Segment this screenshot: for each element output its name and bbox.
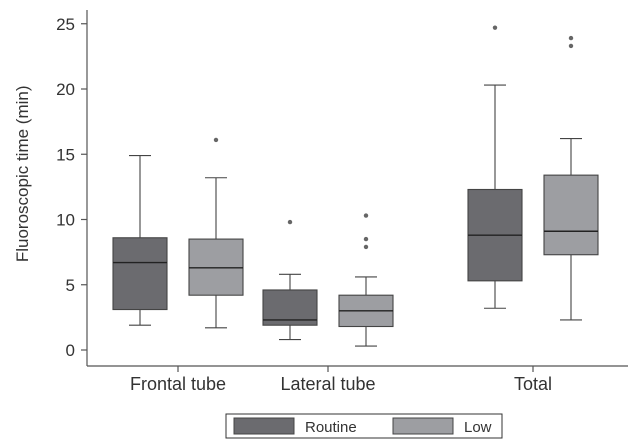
plot-area: [112, 25, 599, 347]
box-low-total: [543, 35, 599, 321]
y-tick-label: 5: [66, 276, 75, 295]
y-axis-ticks: 0 5 10 15 20 25: [56, 15, 87, 360]
outlier-point: [363, 236, 369, 242]
x-axis-labels: Frontal tube Lateral tube Total: [130, 366, 552, 394]
box-low-frontal-tube: [188, 137, 244, 329]
y-tick-label: 0: [66, 341, 75, 360]
outlier-point: [213, 137, 219, 143]
iqr-box: [112, 237, 168, 311]
box-routine-total: [467, 25, 523, 309]
legend-label-routine: Routine: [305, 419, 357, 436]
legend-label-low: Low: [464, 419, 492, 436]
outlier-point: [287, 219, 293, 225]
y-tick-label: 15: [56, 145, 75, 164]
iqr-box: [543, 174, 599, 256]
y-tick-label: 10: [56, 211, 75, 230]
outlier-point: [492, 25, 498, 30]
y-tick-label: 25: [56, 15, 75, 34]
legend-swatch-routine: [233, 417, 295, 435]
outlier-point: [568, 35, 574, 41]
x-tick-label: Lateral tube: [280, 374, 375, 394]
y-axis-title: Fluoroscopic time (min): [13, 85, 32, 262]
y-tick-label: 20: [56, 80, 75, 99]
outlier-point: [568, 43, 574, 49]
outlier-point: [363, 213, 369, 218]
box-low-lateral-tube: [338, 213, 394, 347]
x-tick-label: Frontal tube: [130, 374, 226, 394]
x-tick-label: Total: [514, 374, 552, 394]
outlier-point: [363, 244, 369, 250]
box-routine-lateral-tube: [262, 219, 318, 341]
legend-swatch-low: [392, 417, 454, 435]
legend: Routine Low: [225, 413, 503, 439]
box-routine-frontal-tube: [112, 155, 168, 326]
